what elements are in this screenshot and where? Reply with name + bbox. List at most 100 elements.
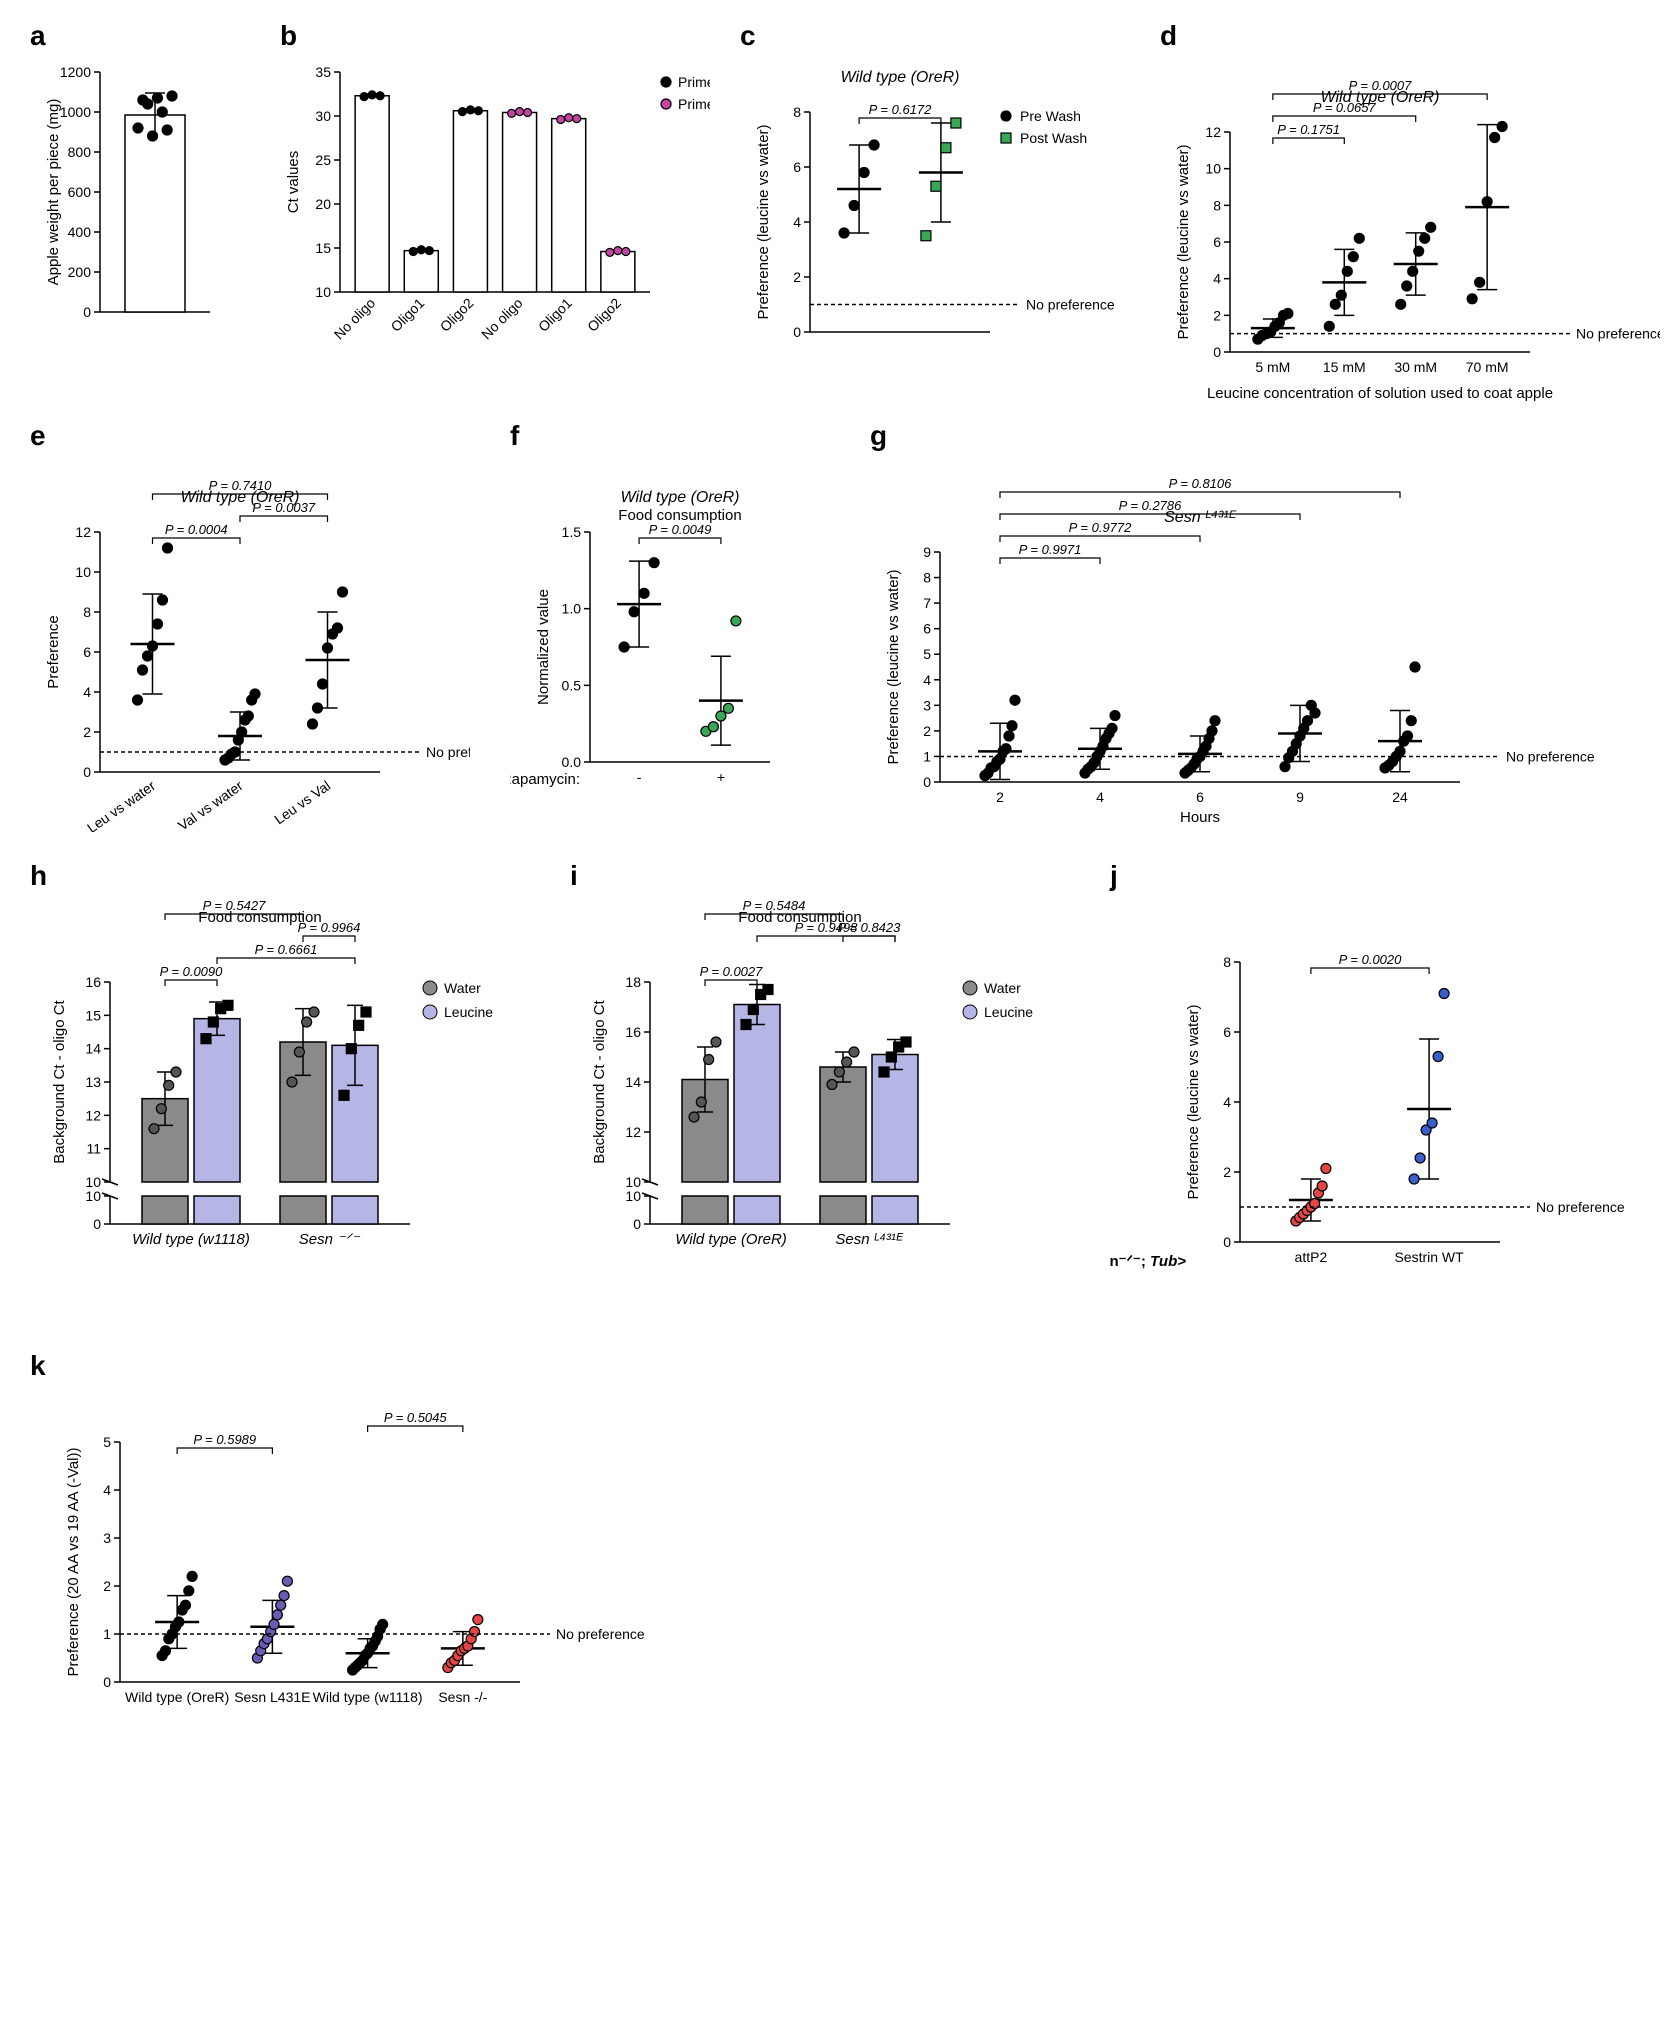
svg-text:18: 18 <box>625 974 641 990</box>
svg-text:P = 0.7410: P = 0.7410 <box>209 478 273 493</box>
svg-text:Oligo2: Oligo2 <box>437 295 477 335</box>
svg-text:7: 7 <box>923 595 931 611</box>
svg-text:0: 0 <box>103 1674 111 1690</box>
svg-text:attP2: attP2 <box>1295 1249 1328 1265</box>
svg-text:15: 15 <box>85 1007 101 1023</box>
svg-text:1: 1 <box>923 748 931 764</box>
svg-text:10: 10 <box>1205 161 1221 177</box>
svg-text:600: 600 <box>68 184 92 200</box>
svg-text:15: 15 <box>315 240 331 256</box>
svg-text:6: 6 <box>793 159 801 175</box>
svg-text:3: 3 <box>103 1530 111 1546</box>
svg-text:0: 0 <box>793 324 801 340</box>
svg-text:P = 0.9964: P = 0.9964 <box>298 920 361 935</box>
svg-text:5 mM: 5 mM <box>1255 359 1290 375</box>
svg-text:Normalized value: Normalized value <box>535 589 552 705</box>
svg-text:No preference: No preference <box>1536 1199 1625 1215</box>
chart-k: 012345Preference (20 AA vs 19 AA (-Val))… <box>30 1382 650 1802</box>
svg-text:Leu vs Val: Leu vs Val <box>271 777 333 827</box>
svg-text:Oligo1: Oligo1 <box>535 295 575 335</box>
svg-text:0.0: 0.0 <box>562 754 582 770</box>
svg-text:Wild type (OreR): Wild type (OreR) <box>675 1231 787 1248</box>
svg-text:14: 14 <box>625 1074 641 1090</box>
svg-text:-: - <box>637 769 642 785</box>
svg-text:0: 0 <box>633 1216 641 1232</box>
chart-g: 0123456789Preference (leucine vs water)S… <box>870 452 1630 832</box>
panel-letter-h: h <box>30 860 530 892</box>
svg-text:10: 10 <box>85 1188 101 1204</box>
svg-text:24: 24 <box>1392 789 1408 805</box>
svg-text:10: 10 <box>315 284 331 300</box>
svg-text:35: 35 <box>315 64 331 80</box>
svg-text:No preference: No preference <box>426 744 470 760</box>
panel-letter-b: b <box>280 20 710 52</box>
chart-i: 1012141618010Background Ct - oligo CtFoo… <box>570 892 1070 1332</box>
svg-text:No oligo: No oligo <box>478 295 526 343</box>
svg-text:30: 30 <box>315 108 331 124</box>
svg-text:P = 0.5427: P = 0.5427 <box>203 898 267 913</box>
svg-text:25: 25 <box>315 152 331 168</box>
svg-text:2: 2 <box>793 269 801 285</box>
panel-letter-i: i <box>570 860 1070 892</box>
svg-text:Post Wash: Post Wash <box>1020 130 1087 146</box>
svg-text:Ct values: Ct values <box>285 151 302 214</box>
svg-text:P = 0.0007: P = 0.0007 <box>1349 78 1413 93</box>
svg-text:1.5: 1.5 <box>562 524 582 540</box>
svg-text:6: 6 <box>923 621 931 637</box>
svg-text:2: 2 <box>103 1578 111 1594</box>
svg-text:12: 12 <box>625 1124 641 1140</box>
panel-j: j 02468Preference (leucine vs water)attP… <box>1110 860 1630 1332</box>
panel-letter-a: a <box>30 20 260 52</box>
svg-text:4: 4 <box>1096 789 1104 805</box>
svg-text:70 mM: 70 mM <box>1466 359 1509 375</box>
svg-text:4: 4 <box>793 214 801 230</box>
svg-text:1000: 1000 <box>60 104 91 120</box>
svg-text:P = 0.0027: P = 0.0027 <box>700 964 764 979</box>
panel-letter-d: d <box>1160 20 1660 52</box>
svg-text:P = 0.5484: P = 0.5484 <box>743 898 806 913</box>
svg-text:P = 0.1751: P = 0.1751 <box>1277 122 1340 137</box>
svg-text:Primer2: Primer2 <box>678 96 710 112</box>
panel-g: g 0123456789Preference (leucine vs water… <box>870 420 1630 832</box>
svg-text:Water: Water <box>984 980 1021 996</box>
svg-text:0: 0 <box>1223 1234 1231 1250</box>
svg-text:Preference (leucine vs water): Preference (leucine vs water) <box>885 569 902 764</box>
chart-b: 101520253035Ct valuesNo oligoOligo1Oligo… <box>280 52 710 372</box>
svg-text:Sesn ⁻ᐟ⁻: Sesn ⁻ᐟ⁻ <box>299 1231 361 1248</box>
svg-text:Val vs water: Val vs water <box>175 777 246 832</box>
svg-text:Sestrin WT: Sestrin WT <box>1394 1249 1464 1265</box>
svg-text:P = 0.0657: P = 0.0657 <box>1313 100 1377 115</box>
svg-text:Apple weight per piece (mg): Apple weight per piece (mg) <box>45 99 62 286</box>
svg-text:2: 2 <box>1223 1164 1231 1180</box>
panel-h: h 10111213141516010Background Ct - oligo… <box>30 860 530 1332</box>
svg-text:Wild type (OreR): Wild type (OreR) <box>125 1689 229 1705</box>
svg-text:0: 0 <box>1213 344 1221 360</box>
svg-text:Sesn L431E: Sesn L431E <box>234 1689 310 1705</box>
svg-text:No preference: No preference <box>1026 297 1115 313</box>
svg-text:0: 0 <box>83 764 91 780</box>
svg-text:0.5: 0.5 <box>562 677 582 693</box>
svg-text:4: 4 <box>923 672 931 688</box>
panel-letter-j: j <box>1110 860 1630 892</box>
svg-text:1200: 1200 <box>60 64 91 80</box>
svg-text:8: 8 <box>83 604 91 620</box>
svg-text:P = 0.0004: P = 0.0004 <box>165 522 228 537</box>
svg-text:P = 0.0037: P = 0.0037 <box>252 500 316 515</box>
svg-text:Pre Wash: Pre Wash <box>1020 108 1081 124</box>
svg-text:P = 0.6661: P = 0.6661 <box>255 942 318 957</box>
panel-letter-c: c <box>740 20 1140 52</box>
panel-c: c 02468Preference (leucine vs water)Wild… <box>740 20 1140 372</box>
svg-text:No preference: No preference <box>1506 748 1595 764</box>
svg-text:Wild type (OreR): Wild type (OreR) <box>621 489 740 506</box>
svg-text:P = 0.2786: P = 0.2786 <box>1119 498 1183 513</box>
svg-text:13: 13 <box>85 1074 101 1090</box>
svg-text:Sesn ᴸ⁴³¹ᴱ: Sesn ᴸ⁴³¹ᴱ <box>835 1231 903 1248</box>
svg-text:Leucine: Leucine <box>984 1004 1033 1020</box>
svg-text:2: 2 <box>83 724 91 740</box>
svg-text:Wild type (OreR): Wild type (OreR) <box>841 69 960 86</box>
svg-text:12: 12 <box>85 1107 101 1123</box>
svg-text:400: 400 <box>68 224 92 240</box>
svg-text:3: 3 <box>923 697 931 713</box>
panel-i: i 1012141618010Background Ct - oligo CtF… <box>570 860 1070 1332</box>
svg-text:800: 800 <box>68 144 92 160</box>
